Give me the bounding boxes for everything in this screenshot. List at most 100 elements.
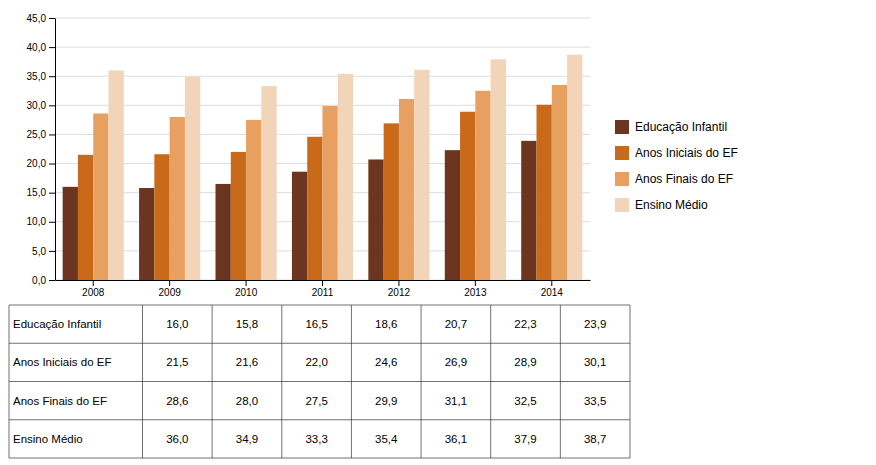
bar: [460, 112, 475, 280]
legend-item: Educação Infantil: [615, 120, 727, 134]
table-cell: 28,6: [166, 395, 188, 407]
tick: 15,0: [27, 187, 55, 198]
bar: [338, 74, 353, 280]
tick-label: 25,0: [27, 129, 47, 140]
table-row-label: Anos Iniciais do EF: [13, 356, 111, 368]
tick-mark: [49, 47, 55, 48]
bar: [399, 99, 414, 280]
table-line: [9, 419, 630, 420]
tick-mark: [551, 280, 552, 286]
table-cell: 16,0: [166, 318, 188, 330]
legend-label: Anos Iniciais do EF: [635, 146, 738, 160]
table-row-label: Ensino Médio: [13, 433, 83, 445]
tick-mark: [49, 280, 55, 281]
bar: [139, 188, 154, 280]
tick: 2009: [159, 280, 182, 298]
tick-mark: [49, 76, 55, 77]
tick: 2012: [388, 280, 411, 298]
tick: 2014: [541, 280, 564, 298]
bar: [552, 85, 567, 280]
table-cell: 24,6: [375, 356, 397, 368]
bar: [93, 113, 108, 280]
tick-label: 45,0: [27, 13, 47, 24]
table-cell: 21,5: [166, 356, 188, 368]
bar: [323, 106, 338, 280]
grid-line: [55, 18, 590, 19]
bar-series: [109, 55, 583, 280]
table-cell: 21,6: [236, 356, 258, 368]
bar: [185, 77, 200, 280]
grid-line: [55, 105, 590, 106]
bar: [368, 159, 383, 280]
bar: [246, 120, 261, 280]
bar: [78, 155, 93, 280]
bar: [170, 117, 185, 280]
bar: [414, 70, 429, 280]
legend-label: Anos Finais do EF: [635, 172, 733, 186]
x-axis: 2008200920102011201220132014: [56, 280, 591, 298]
tick: 2010: [235, 280, 258, 298]
table-line: [630, 305, 631, 458]
tick-label: 2008: [82, 287, 105, 298]
bar: [521, 141, 536, 280]
tick: 25,0: [27, 129, 55, 140]
table-line: [9, 305, 630, 306]
tick-label: 2011: [312, 287, 334, 298]
bar: [154, 154, 169, 280]
table-cell: 31,1: [445, 395, 467, 407]
table-cell: 32,5: [514, 395, 536, 407]
table-cell: 23,9: [584, 318, 606, 330]
table-cell: 36,1: [445, 433, 467, 445]
tick: 20,0: [27, 158, 55, 169]
table-cell: 29,9: [375, 395, 397, 407]
bar: [491, 59, 506, 280]
table-cell: 16,5: [305, 318, 327, 330]
table-cell: 28,0: [236, 395, 258, 407]
table-cell: 26,9: [445, 356, 467, 368]
bar: [567, 55, 582, 280]
tick-mark: [49, 18, 55, 19]
tick-label: 2009: [159, 287, 182, 298]
grid-line: [55, 47, 590, 48]
tick-mark: [49, 134, 55, 135]
axis-line: [55, 19, 56, 281]
table-cell: 36,0: [166, 433, 188, 445]
tick-label: 35,0: [27, 71, 47, 82]
tick-mark: [49, 222, 55, 223]
bar: [537, 105, 552, 280]
table-cell: 18,6: [375, 318, 397, 330]
table-cell: 22,0: [305, 356, 327, 368]
bar: [307, 137, 322, 280]
legend-swatch: [615, 198, 629, 212]
bar: [109, 70, 124, 280]
table-cell: 27,5: [305, 395, 327, 407]
table-cell: 37,9: [514, 433, 536, 445]
table-cell: 33,3: [305, 433, 327, 445]
table-line: [281, 305, 282, 458]
table-cell: 28,9: [514, 356, 536, 368]
table-line: [9, 305, 10, 458]
bar: [475, 91, 490, 280]
bar: [445, 150, 460, 280]
tick-label: 40,0: [27, 42, 47, 53]
tick-label: 15,0: [27, 187, 47, 198]
tick-label: 30,0: [27, 100, 47, 111]
table-line: [9, 343, 630, 344]
table-line: [9, 381, 630, 382]
table-cell: 33,5: [584, 395, 606, 407]
chart: 0,05,010,015,020,025,030,035,040,045,020…: [0, 0, 876, 465]
table-cell: 20,7: [445, 318, 467, 330]
tick: 2011: [312, 280, 334, 298]
y-axis: 0,05,010,015,020,025,030,035,040,045,0: [27, 13, 56, 286]
legend-swatch: [615, 172, 629, 186]
tick-label: 10,0: [27, 216, 47, 227]
legend-item: Anos Finais do EF: [615, 172, 733, 186]
bar: [384, 123, 399, 280]
table: Educação Infantil16,015,816,518,620,722,…: [9, 305, 630, 458]
tick-label: 5,0: [32, 246, 46, 257]
bars: [63, 55, 583, 280]
table-line: [9, 458, 630, 459]
grid: [55, 18, 590, 280]
tick: 40,0: [27, 42, 55, 53]
legend-label: Educação Infantil: [635, 120, 727, 134]
